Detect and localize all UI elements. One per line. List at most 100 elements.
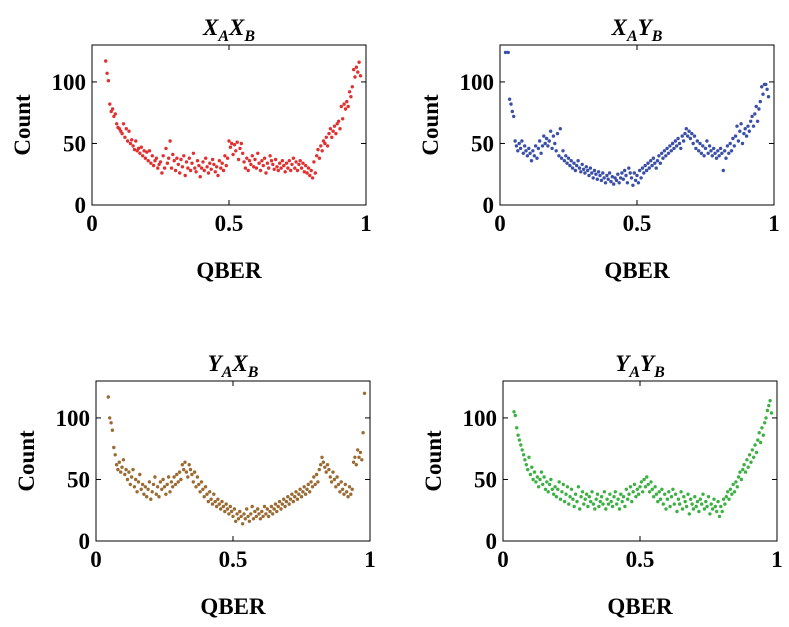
data-point <box>670 141 675 146</box>
data-point <box>596 170 601 174</box>
data-point <box>560 490 564 494</box>
data-point <box>712 497 716 501</box>
data-point <box>161 477 165 482</box>
data-point <box>309 480 313 484</box>
data-point <box>520 139 524 143</box>
data-point <box>151 163 156 168</box>
data-point <box>705 504 709 509</box>
data-point <box>742 463 746 467</box>
data-point <box>739 477 744 482</box>
data-point <box>267 166 271 170</box>
data-point <box>591 502 596 506</box>
data-point <box>151 482 156 487</box>
x-axis-label: QBER <box>604 258 670 283</box>
data-point <box>702 154 706 158</box>
data-point <box>695 139 699 143</box>
data-point <box>681 139 686 143</box>
data-point <box>516 149 520 153</box>
data-point <box>153 159 157 163</box>
data-point <box>321 460 326 464</box>
data-point <box>586 168 590 173</box>
data-point <box>679 490 683 494</box>
data-point <box>624 487 628 491</box>
data-point <box>277 499 282 504</box>
data-point <box>728 141 732 146</box>
data-point <box>716 149 720 153</box>
data-point <box>727 151 731 155</box>
data-point <box>719 504 723 509</box>
data-point <box>213 499 217 504</box>
data-point <box>643 485 648 489</box>
data-point <box>338 490 342 494</box>
data-point <box>119 470 123 474</box>
data-point <box>609 179 613 184</box>
data-point <box>546 144 550 148</box>
data-point <box>251 517 256 521</box>
data-point <box>601 502 605 506</box>
data-point <box>630 499 634 504</box>
data-point <box>545 480 549 484</box>
data-point <box>721 497 726 501</box>
data-point <box>216 173 220 178</box>
data-point <box>575 499 579 504</box>
data-point <box>149 161 153 165</box>
data-point <box>536 146 541 151</box>
data-point <box>644 168 649 173</box>
data-point <box>769 411 774 415</box>
data-point <box>323 465 327 469</box>
data-point <box>239 141 243 146</box>
data-point <box>249 512 253 516</box>
data-point <box>662 149 667 153</box>
data-point <box>724 156 728 160</box>
data-point <box>654 492 659 496</box>
data-point <box>598 173 602 178</box>
data-point <box>553 485 557 489</box>
x-tick-label: 0.5 <box>623 211 652 236</box>
data-point <box>663 492 667 496</box>
data-point <box>106 79 111 83</box>
data-point <box>212 162 216 167</box>
data-point <box>530 465 534 469</box>
data-point <box>272 167 276 171</box>
data-point <box>195 159 200 163</box>
data-point <box>312 475 316 479</box>
data-point <box>676 497 681 501</box>
data-point <box>532 154 536 158</box>
data-point <box>123 135 127 139</box>
data-point <box>180 165 185 169</box>
data-point <box>761 433 765 437</box>
data-point <box>739 122 743 126</box>
data-point <box>590 171 594 175</box>
data-point <box>612 182 616 186</box>
data-point <box>625 181 630 185</box>
data-point <box>660 151 664 155</box>
data-point <box>140 482 145 487</box>
data-point <box>221 504 226 509</box>
y-tick-label: 50 <box>67 467 90 492</box>
data-point <box>754 450 759 455</box>
data-point <box>216 497 220 501</box>
data-point <box>547 482 552 487</box>
data-point <box>521 151 525 155</box>
data-point <box>132 485 137 489</box>
data-point <box>628 485 633 489</box>
data-point <box>562 159 567 163</box>
data-point <box>661 156 665 160</box>
data-point <box>535 156 539 160</box>
data-point <box>667 490 671 494</box>
data-point <box>202 168 206 173</box>
data-point <box>539 470 544 474</box>
data-point <box>510 109 514 114</box>
data-point <box>631 490 635 494</box>
data-point <box>341 117 345 121</box>
data-point <box>718 146 723 151</box>
data-point <box>632 482 637 487</box>
data-point <box>668 144 672 148</box>
data-point <box>253 509 257 514</box>
data-point <box>332 124 337 128</box>
data-point <box>131 467 135 472</box>
data-point <box>172 159 176 163</box>
data-point <box>766 95 771 99</box>
data-point <box>271 162 275 167</box>
data-point <box>736 475 741 479</box>
